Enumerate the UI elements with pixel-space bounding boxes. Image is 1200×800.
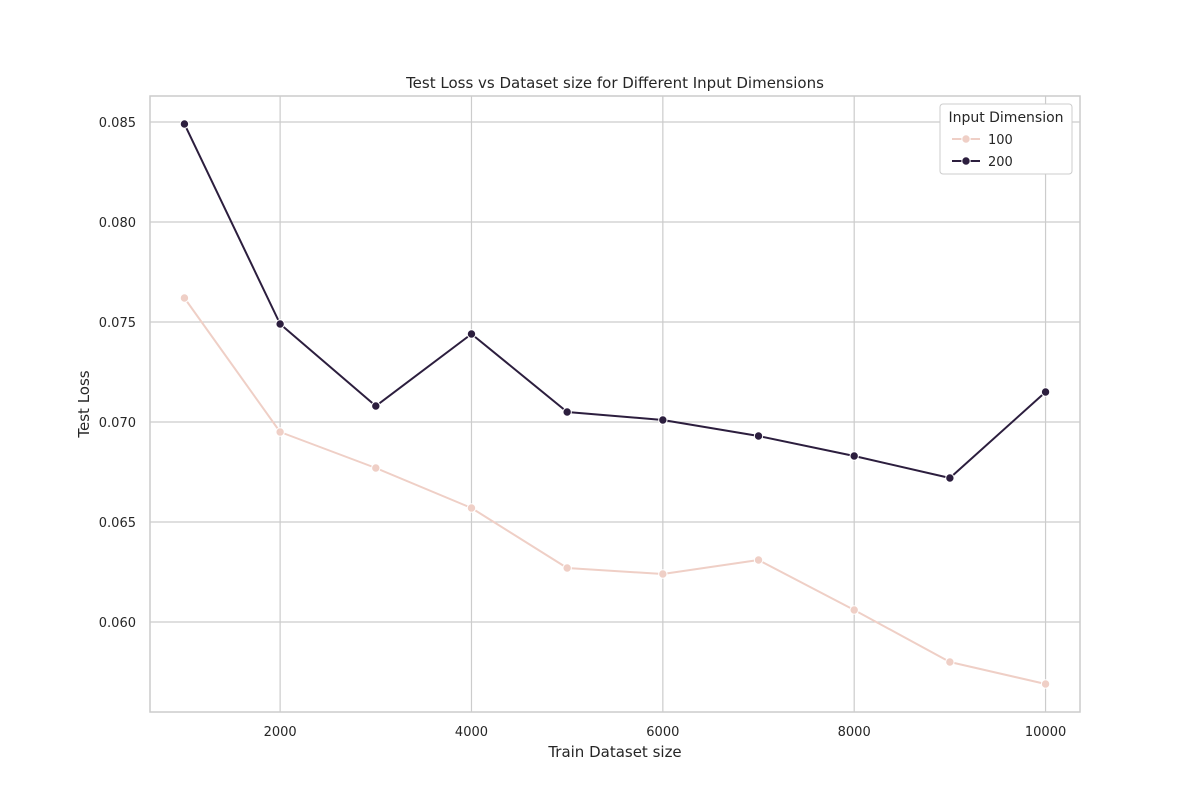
data-point-100 xyxy=(849,605,859,615)
y-tick-label: 0.085 xyxy=(99,116,136,131)
series-100 xyxy=(179,293,1051,689)
series-layer xyxy=(179,119,1051,689)
legend-entry-100: 100 xyxy=(952,133,1013,148)
legend-label-100: 100 xyxy=(988,133,1013,148)
data-point-200 xyxy=(945,473,955,483)
series-line-100 xyxy=(183,297,1046,685)
data-point-200 xyxy=(466,329,477,339)
x-tick-label: 10000 xyxy=(1025,725,1066,740)
y-tick-label: 0.065 xyxy=(99,516,136,531)
legend-box xyxy=(939,103,1073,175)
data-point-200 xyxy=(275,319,285,329)
data-point-200 xyxy=(1040,387,1051,397)
series-200 xyxy=(179,119,1051,483)
data-point-200 xyxy=(658,415,668,425)
legend-title: Input Dimension xyxy=(948,110,1063,126)
data-point-100 xyxy=(179,293,190,303)
x-tick-label: 2000 xyxy=(264,725,297,740)
plot-frame xyxy=(149,95,1081,713)
data-point-100 xyxy=(658,569,668,579)
data-point-200 xyxy=(562,407,572,417)
tick-layer: 2000 4000 6000 8000 10000 0.060 0.065 0.070 0.07… xyxy=(99,116,1066,740)
data-point-100 xyxy=(562,563,572,573)
y-axis-label: Test Loss xyxy=(75,370,93,438)
data-point-100 xyxy=(371,463,381,473)
y-tick-label: 0.070 xyxy=(99,416,136,431)
data-point-100 xyxy=(466,503,477,513)
data-point-200 xyxy=(179,119,190,129)
data-point-100 xyxy=(1040,679,1051,689)
legend-marker-200 xyxy=(961,156,971,166)
data-point-200 xyxy=(753,431,764,441)
legend-marker-100 xyxy=(961,134,971,144)
x-tick-label: 8000 xyxy=(838,725,871,740)
x-tick-label: 4000 xyxy=(455,725,488,740)
data-point-100 xyxy=(945,657,955,667)
grid-layer xyxy=(150,96,1080,712)
data-point-100 xyxy=(753,555,764,565)
y-tick-label: 0.080 xyxy=(99,216,136,231)
series-line-200 xyxy=(183,123,1047,479)
legend-label-200: 200 xyxy=(988,155,1013,170)
data-point-200 xyxy=(371,401,381,411)
x-axis-label: Train Dataset size xyxy=(547,743,681,761)
legend-entry-200: 200 xyxy=(952,155,1013,170)
y-tick-label: 0.060 xyxy=(99,616,136,631)
data-point-200 xyxy=(849,451,859,461)
chart-title: Test Loss vs Dataset size for Different … xyxy=(405,74,824,92)
y-tick-label: 0.075 xyxy=(99,316,136,331)
data-point-100 xyxy=(275,427,285,437)
x-tick-label: 6000 xyxy=(646,725,679,740)
